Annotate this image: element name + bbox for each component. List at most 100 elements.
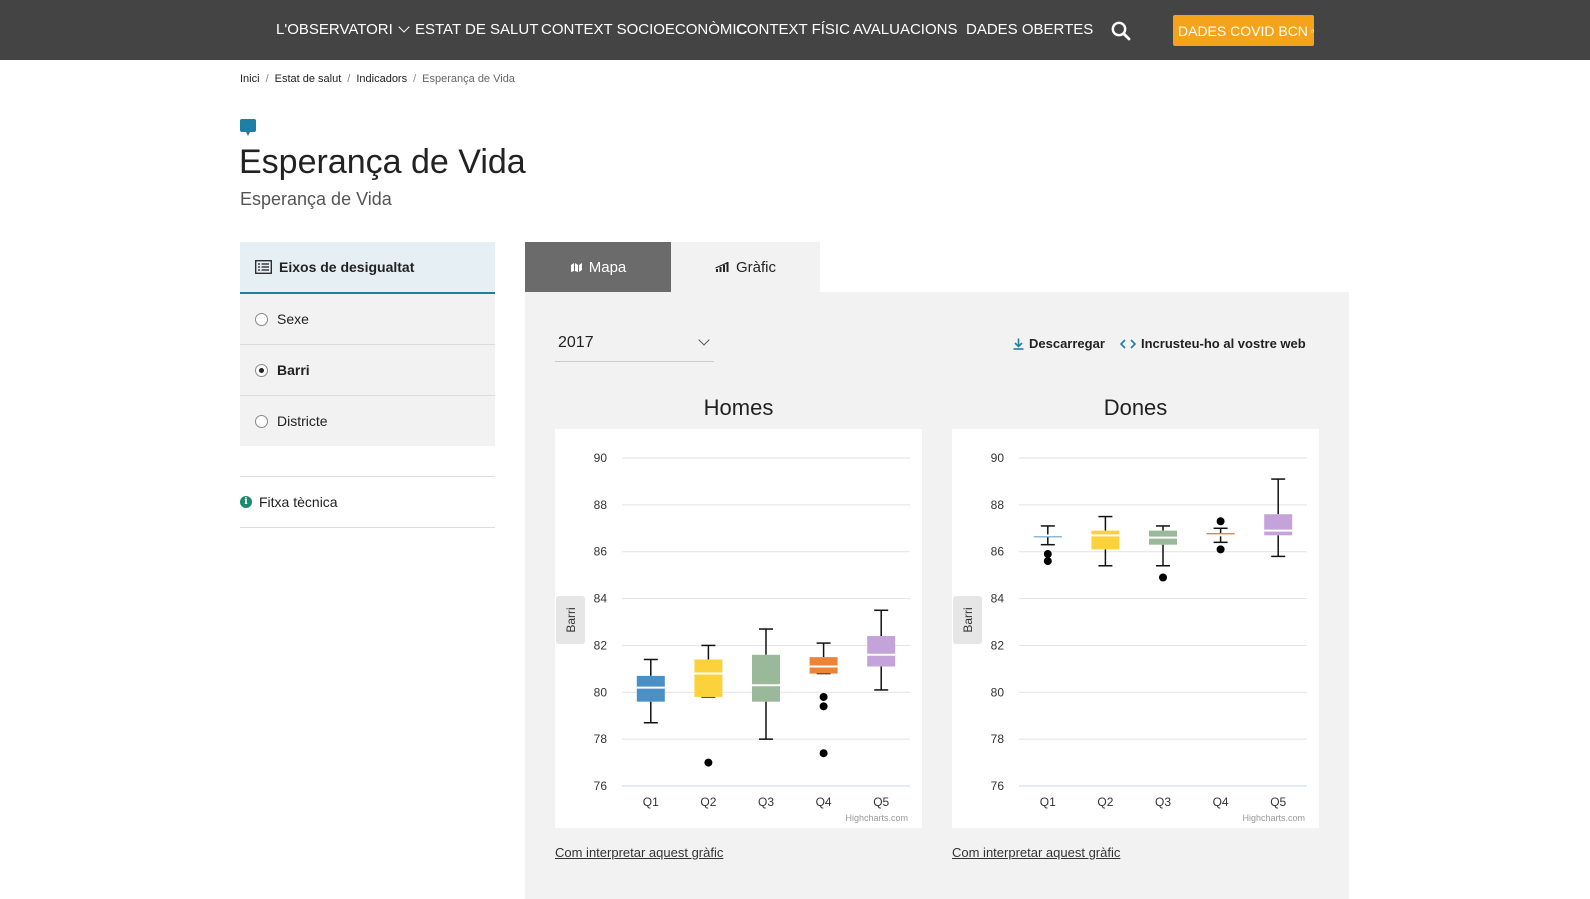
outlier-point (1043, 550, 1052, 559)
outlier-point (819, 692, 828, 701)
interpret-chart-link-dones[interactable]: Com interpretar aquest gràfic (952, 845, 1121, 860)
tab-mapa-label: Mapa (588, 258, 627, 276)
page-title: Esperança de Vida (239, 143, 526, 181)
embed-button[interactable]: Incrusteu-ho al vostre web (1120, 336, 1306, 351)
y-tick-label: 86 (594, 545, 608, 559)
chart-title-homes: Homes (703, 395, 774, 420)
x-tick-label: Q5 (873, 795, 889, 809)
box-body-q5 (867, 636, 896, 667)
covid-data-button[interactable]: DADES COVID BCN (1173, 15, 1314, 46)
chevron-down-icon (398, 21, 410, 33)
y-tick-label: 82 (594, 638, 608, 652)
box-body-q2 (1091, 530, 1120, 550)
x-tick-label: Q1 (643, 795, 659, 809)
search-icon[interactable] (1110, 20, 1132, 42)
option-districte[interactable]: Districte (240, 396, 495, 446)
speech-bubble-icon (240, 119, 256, 137)
x-tick-label: Q5 (1270, 795, 1286, 809)
nav-item-estat-de-salut[interactable]: ESTAT DE SALUT (415, 21, 539, 38)
embed-label: Incrusteu-ho al vostre web (1141, 336, 1306, 351)
x-tick-label: Q3 (1155, 795, 1171, 809)
nav-item-avaluacions[interactable]: AVALUACIONS (853, 21, 958, 38)
x-tick-label: Q4 (1213, 795, 1229, 809)
list-icon (255, 260, 272, 274)
download-icon (1013, 338, 1024, 350)
code-icon (1120, 338, 1136, 349)
y-tick-label: 76 (594, 779, 608, 793)
y-tick-label: 90 (991, 451, 1005, 465)
nav-item-dades-obertes[interactable]: DADES OBERTES (966, 21, 1094, 38)
outlier-point (1159, 573, 1167, 582)
x-tick-label: Q1 (1040, 795, 1056, 809)
tab-grafic-label: Gràfic (735, 258, 776, 276)
tab-grafic[interactable]: Gràfic (671, 242, 820, 292)
breadcrumb-separator: / (347, 73, 351, 85)
top-navigation-bar: L'OBSERVATORI ESTAT DE SALUT CONTEXT SOC… (0, 0, 1590, 60)
y-tick-label: 82 (991, 638, 1005, 652)
radio-button-checked[interactable] (255, 363, 268, 377)
chevron-down-icon (698, 334, 710, 346)
y-tick-label: 88 (594, 498, 608, 512)
nav-item-context-fisic[interactable]: CONTEXT FÍSIC (736, 21, 850, 38)
box-body-q2 (694, 659, 723, 697)
highcharts-credit: Highcharts.com (1242, 813, 1305, 823)
outlier-point (704, 758, 713, 767)
breadcrumb-estat-de-salut[interactable]: Estat de salut (274, 73, 342, 85)
outlier-point (819, 749, 828, 758)
y-tick-label: 76 (991, 779, 1005, 793)
box-body-q4 (1206, 532, 1235, 536)
x-tick-label: Q4 (816, 795, 832, 809)
nav-item-context-socioeconomic[interactable]: CONTEXT SOCIOECONÒMIC (541, 21, 748, 38)
year-select-value: 2017 (558, 334, 594, 351)
outlier-point (1043, 557, 1052, 566)
x-tick-label: Q3 (758, 795, 774, 809)
x-tick-label: Q2 (700, 795, 716, 809)
download-button[interactable]: Descarregar (1013, 336, 1105, 351)
radio-button[interactable] (255, 414, 268, 428)
technical-sheet-label: Fitxa tècnica (259, 494, 338, 510)
boxplot-chart-dones: 76 78 80 82 84 86 88 90 Barri Q1 Q2 Q3 Q4 Q5 Highchart… (952, 429, 1319, 828)
breadcrumb-separator: / (265, 73, 269, 85)
covid-button-label: DADES COVID BCN (1178, 22, 1308, 39)
technical-sheet-link[interactable]: i Fitxa tècnica (240, 476, 495, 528)
map-icon (570, 262, 582, 272)
chart-title-dones: Dones (1103, 395, 1168, 420)
x-tick-label: Q2 (1097, 795, 1113, 809)
boxplot-svg-homes: 76 78 80 82 84 86 88 90 Barri Q1 Q2 Q3 Q4 Q5 Highchart… (556, 451, 910, 823)
y-tick-label: 78 (594, 732, 608, 746)
option-label: Districte (277, 413, 328, 429)
external-window-icon (1310, 29, 1314, 32)
y-axis-label: Barri (564, 607, 578, 632)
outlier-point (819, 702, 828, 711)
y-tick-label: 86 (991, 545, 1005, 559)
info-icon: i (240, 496, 252, 508)
y-tick-label: 80 (594, 685, 608, 699)
y-axis-label-badge (953, 596, 982, 644)
nav-item-observatori[interactable]: L'OBSERVATORI (276, 21, 410, 38)
option-sexe[interactable]: Sexe (240, 294, 495, 345)
nav-item-label: L'OBSERVATORI (276, 21, 393, 38)
y-axis-label-badge (556, 596, 585, 644)
y-tick-label: 84 (594, 592, 608, 606)
breadcrumb-inici[interactable]: Inici (240, 73, 260, 85)
year-select[interactable]: 2017 (555, 325, 714, 362)
outlier-point (1216, 517, 1225, 526)
option-barri[interactable]: Barri (240, 345, 495, 396)
y-tick-label: 78 (991, 732, 1005, 746)
outlier-point (1216, 545, 1225, 554)
bar-chart-icon (715, 262, 729, 272)
radio-button[interactable] (255, 312, 268, 326)
breadcrumb-indicadors[interactable]: Indicadors (356, 73, 408, 85)
boxplot-chart-homes: 76 78 80 82 84 86 88 90 Barri Q1 Q2 Q3 Q4 Q5 Highchart… (555, 429, 922, 828)
tab-mapa[interactable]: Mapa (525, 242, 671, 292)
box-body-q5 (1264, 514, 1293, 536)
sidebar-heading-label: Eixos de desigualtat (279, 259, 415, 275)
interpret-chart-link-homes[interactable]: Com interpretar aquest gràfic (555, 845, 724, 860)
option-label: Sexe (277, 311, 309, 327)
y-tick-label: 84 (991, 592, 1005, 606)
breadcrumb-current: Esperança de Vida (422, 73, 515, 85)
y-tick-label: 90 (594, 451, 608, 465)
inequality-axes-options: Sexe Barri Districte (240, 294, 495, 446)
boxplot-svg-dones: 76 78 80 82 84 86 88 90 Barri Q1 Q2 Q3 Q4 Q5 Highchart… (953, 451, 1307, 823)
download-label: Descarregar (1029, 336, 1105, 351)
